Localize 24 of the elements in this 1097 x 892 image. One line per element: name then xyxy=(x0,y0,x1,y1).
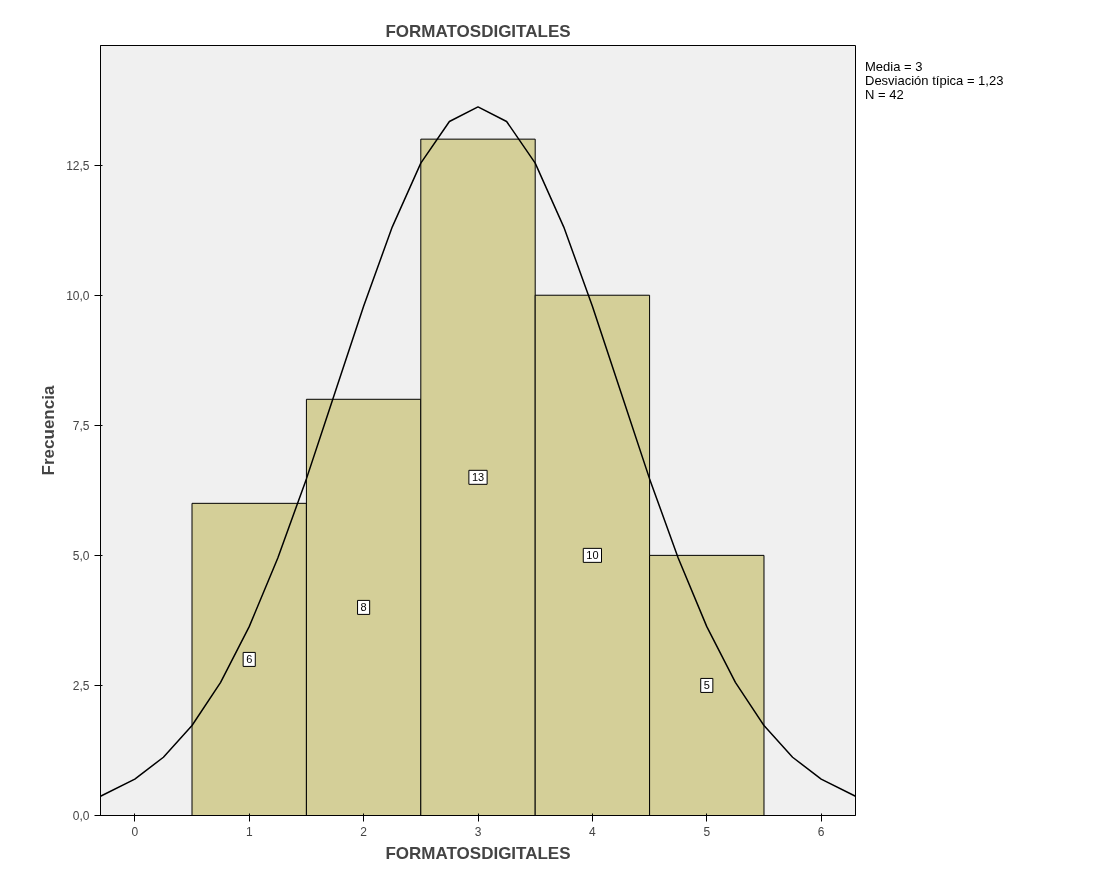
x-tick-label: 2 xyxy=(360,824,368,839)
y-tick-label: 2,5 xyxy=(72,678,90,693)
text: Media = 3 xyxy=(865,59,923,74)
data-label: 5 xyxy=(703,679,710,692)
data-label: 8 xyxy=(360,601,367,614)
x-tick-label: 5 xyxy=(703,824,711,839)
y-tick-label: 12,5 xyxy=(66,158,90,173)
x-axis-title: FORMATOSDIGITALES xyxy=(385,843,571,863)
x-tick-label: 1 xyxy=(245,824,253,839)
x-tick-label: 6 xyxy=(817,824,825,839)
y-axis-title: Frecuencia xyxy=(39,385,59,476)
y-tick-label: 10,0 xyxy=(66,288,90,303)
data-label: 13 xyxy=(471,471,485,484)
text: Desviación típica = 1,23 xyxy=(865,73,1004,88)
text: N = 42 xyxy=(865,87,904,102)
x-tick-label: 3 xyxy=(474,824,482,839)
chart-title: FORMATOSDIGITALES xyxy=(385,21,571,41)
data-label: 10 xyxy=(586,549,599,562)
x-tick-label: 0 xyxy=(131,824,139,839)
x-tick-label: 4 xyxy=(589,824,597,839)
data-label: 6 xyxy=(246,653,253,666)
y-tick-label: 7,5 xyxy=(72,418,90,433)
y-tick-label: 0,0 xyxy=(72,809,90,823)
y-tick-label: 5,0 xyxy=(72,548,90,563)
